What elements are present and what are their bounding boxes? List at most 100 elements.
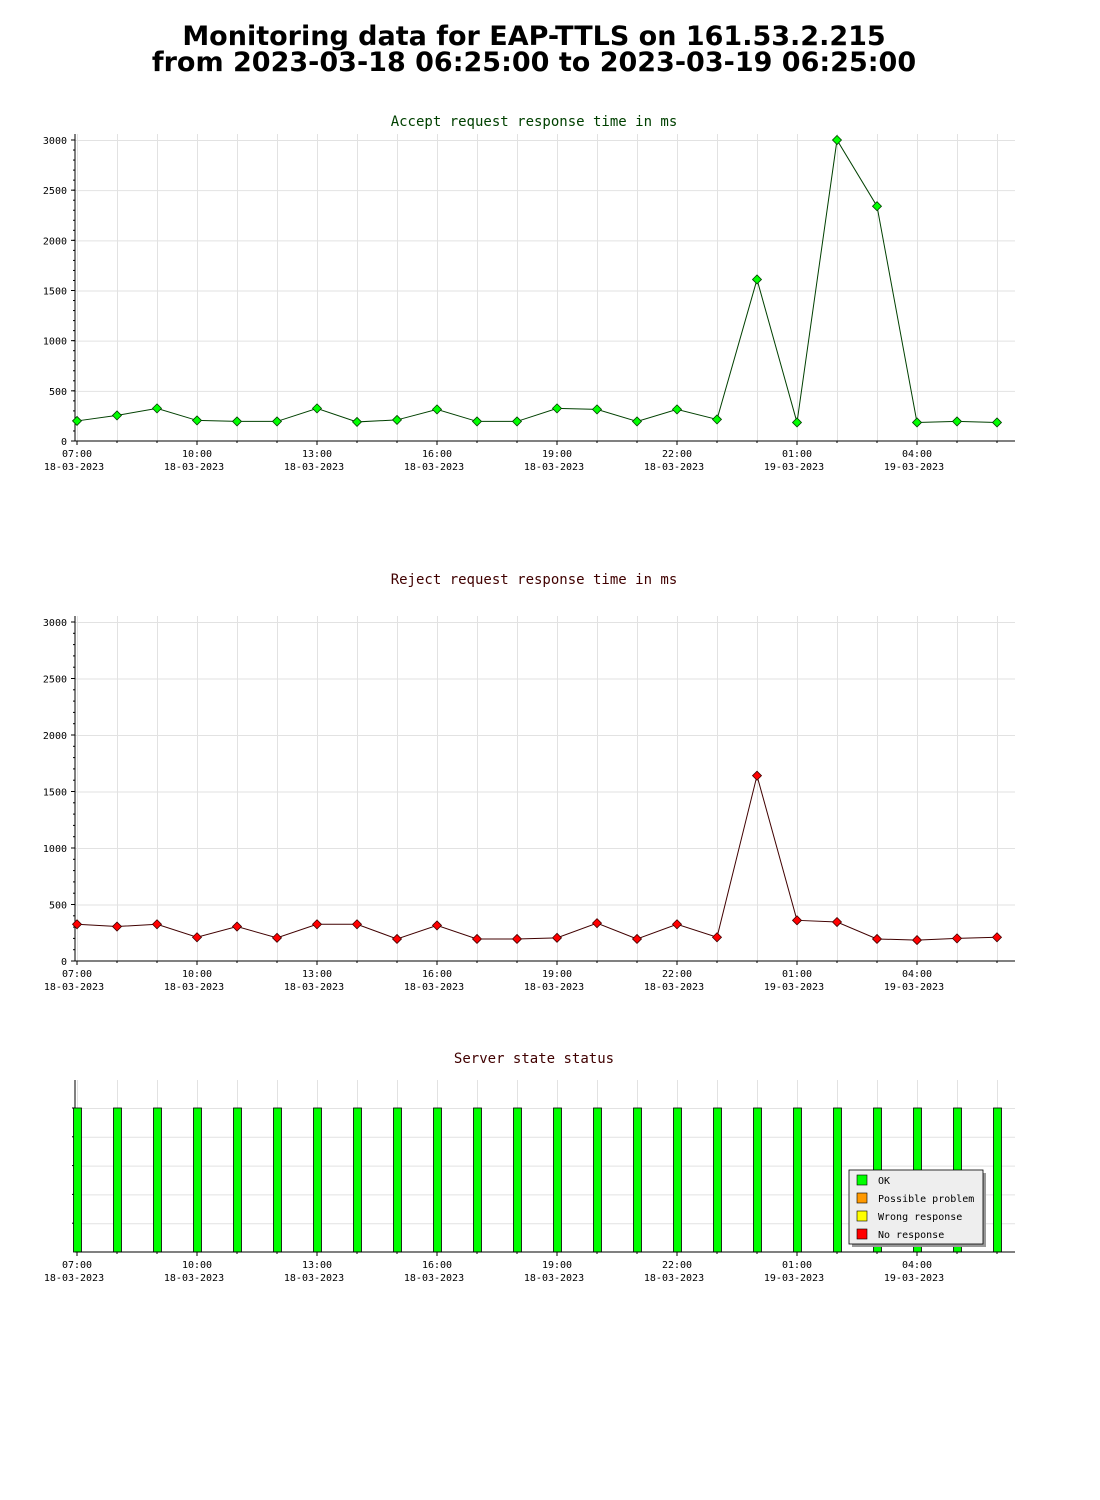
chart-2-y-tick-label: 0 — [61, 957, 67, 968]
chart-1-y-tick-label: 0 — [61, 437, 67, 448]
chart-2-data-point — [551, 932, 563, 943]
chart-3-x-tick-time: 19:00 — [542, 1260, 572, 1271]
chart-3-status-bar — [73, 1107, 82, 1253]
chart-2-x-tick-time: 01:00 — [782, 969, 812, 980]
chart-1-series-line — [76, 138, 998, 423]
chart-1-data-point — [311, 403, 323, 414]
page-title: Monitoring data for EAP-TTLS on 161.53.2… — [0, 21, 1068, 78]
chart-1-x-tick-date: 19-03-2023 — [764, 462, 824, 473]
chart-3-legend — [848, 1169, 984, 1245]
chart-1-y-tick-label: 2500 — [43, 186, 67, 197]
chart-2-data-point — [951, 933, 963, 944]
chart-2-data-point — [351, 919, 363, 930]
chart-2-y-tick-label: 2500 — [43, 675, 67, 686]
chart-2-x-tick-time: 04:00 — [902, 969, 932, 980]
page-title-line-1: Monitoring data for EAP-TTLS on 161.53.2… — [182, 21, 886, 52]
chart-1-y-tick-label: 2000 — [43, 236, 67, 247]
chart-3-legend-label: Possible problem — [878, 1194, 974, 1205]
chart-2-data-point — [911, 935, 923, 946]
chart-3-status-bar — [633, 1107, 642, 1253]
chart-3-status-bar — [593, 1107, 602, 1253]
chart-3-x-tick-date: 18-03-2023 — [164, 1273, 224, 1284]
chart-3-x-tick-date: 18-03-2023 — [524, 1273, 584, 1284]
chart-1-data-point — [831, 134, 843, 146]
chart-3-legend-label: OK — [878, 1176, 890, 1187]
chart-3-status-bar — [273, 1107, 282, 1253]
chart-1-data-point — [471, 416, 483, 427]
chart-2-x-tick-date: 18-03-2023 — [284, 982, 344, 993]
chart-3-status-bar — [393, 1107, 402, 1253]
chart-3-x-tick-time: 04:00 — [902, 1260, 932, 1271]
chart-2-x-tick-date: 18-03-2023 — [404, 982, 464, 993]
chart-3-title: Server state status — [454, 1051, 614, 1067]
chart-2-data-point — [391, 933, 403, 945]
chart-1-x-tick-date: 18-03-2023 — [44, 462, 104, 473]
chart-3-status-bar — [513, 1107, 522, 1253]
chart-1-data-point — [71, 415, 83, 426]
chart-2-series-line — [76, 773, 998, 941]
chart-3-legend-label: No response — [878, 1230, 944, 1241]
chart-3-legend-swatch — [856, 1228, 868, 1240]
chart-2-data-point — [511, 933, 523, 945]
chart-1-data-point — [551, 403, 563, 414]
chart-2-x-tick-date: 19-03-2023 — [884, 982, 944, 993]
chart-3-status-bar — [313, 1107, 322, 1253]
chart-3-status-bar — [153, 1107, 162, 1253]
chart-1-x-tick-time: 01:00 — [782, 449, 812, 460]
chart-2-x-tick-date: 18-03-2023 — [644, 982, 704, 993]
chart-1-x-tick-time: 22:00 — [662, 449, 692, 460]
chart-1-data-point — [711, 414, 723, 425]
chart-3-x-tick-date: 18-03-2023 — [44, 1273, 104, 1284]
chart-3-status-bar — [113, 1107, 122, 1253]
chart-1-data-point — [671, 404, 683, 415]
chart-3-legend-swatch — [856, 1210, 868, 1222]
chart-3-status-bar — [433, 1107, 442, 1253]
chart-2-data-point — [431, 920, 443, 931]
chart-1-x-tick-date: 18-03-2023 — [164, 462, 224, 473]
chart-2-x-tick-date: 19-03-2023 — [764, 982, 824, 993]
chart-2-y-tick-label: 2000 — [43, 731, 67, 742]
chart-1-title: Accept request response time in ms — [391, 114, 678, 130]
chart-2-data-point — [831, 916, 843, 928]
chart-3-legend-swatch — [856, 1192, 868, 1204]
chart-2-x-tick-time: 10:00 — [182, 969, 212, 980]
chart-1-x-tick-date: 18-03-2023 — [644, 462, 704, 473]
chart-2-x-tick-time: 13:00 — [302, 969, 332, 980]
chart-3-x-tick-time: 10:00 — [182, 1260, 212, 1271]
chart-2-data-point — [631, 933, 643, 945]
chart-1-x-tick-date: 18-03-2023 — [284, 462, 344, 473]
chart-1-data-point — [231, 416, 243, 427]
chart-3-status-bar — [833, 1107, 842, 1253]
chart-1-data-point — [511, 416, 523, 427]
chart-3-x-tick-date: 18-03-2023 — [284, 1273, 344, 1284]
chart-2-data-point — [271, 932, 283, 943]
chart-1-data-point — [351, 416, 363, 428]
chart-3-x-tick-date: 19-03-2023 — [764, 1273, 824, 1284]
chart-3-x-tick-date: 18-03-2023 — [644, 1273, 704, 1284]
chart-1-y-tick-label: 1000 — [43, 337, 67, 348]
chart-2-data-point — [991, 932, 1003, 943]
chart-3-status-bar — [473, 1107, 482, 1253]
chart-3-x-tick-date: 19-03-2023 — [884, 1273, 944, 1284]
chart-1-data-point — [751, 274, 763, 285]
chart-2-title: Reject request response time in ms — [391, 572, 678, 588]
chart-1-x-tick-date: 18-03-2023 — [524, 462, 584, 473]
page-title-line-2: from 2023-03-18 06:25:00 to 2023-03-19 0… — [151, 47, 917, 78]
chart-1-data-point — [591, 404, 603, 415]
chart-3-status-bar — [793, 1107, 802, 1253]
chart-2-data-point — [111, 921, 123, 932]
chart-2-data-point — [751, 770, 763, 781]
chart-3-status-bar — [233, 1107, 242, 1253]
chart-3-legend-label: Wrong response — [878, 1212, 962, 1223]
chart-1-data-point — [271, 416, 283, 427]
chart-1-x-tick-time: 10:00 — [182, 449, 212, 460]
chart-1-data-point — [111, 410, 123, 421]
chart-2-data-point — [71, 919, 83, 930]
chart-2-y-tick-label: 500 — [49, 901, 67, 912]
chart-2-data-point — [151, 919, 163, 930]
chart-1-data-point — [911, 417, 923, 428]
chart-1-x-tick-time: 04:00 — [902, 449, 932, 460]
chart-1-x-tick-time: 19:00 — [542, 449, 572, 460]
chart-3-status-bar — [193, 1107, 202, 1253]
